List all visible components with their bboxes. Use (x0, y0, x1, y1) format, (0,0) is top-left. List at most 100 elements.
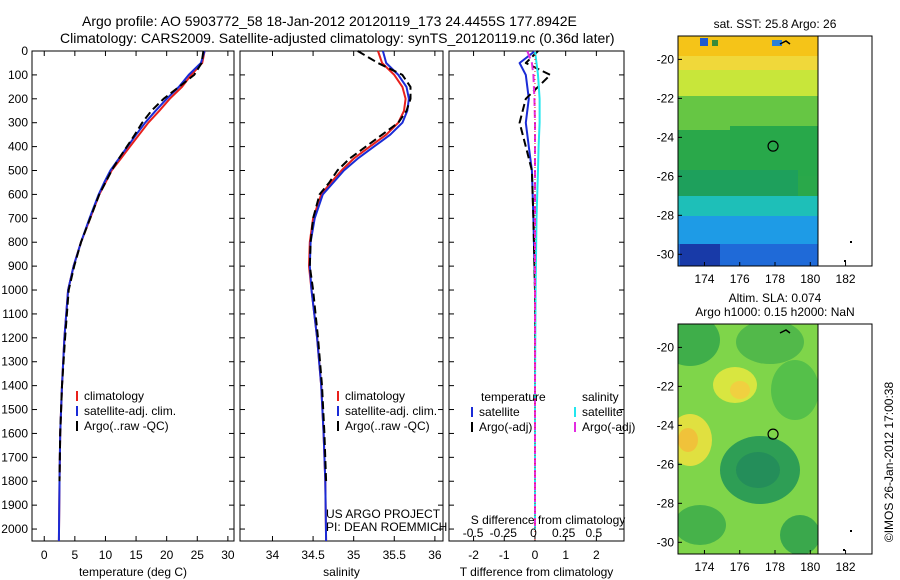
temperature-xlabel: temperature (deg C) (79, 565, 187, 579)
sla-map-subtitle: Argo h1000: 0.15 h2000: NaN (695, 305, 854, 319)
temperature-legend-label: climatology (84, 389, 144, 403)
depth-tick-label: 1400 (1, 379, 28, 393)
depth-tick-label: 0 (21, 44, 28, 58)
project-annotation-line2: PI: DEAN ROEMMICH (326, 520, 447, 534)
salinity-series-satellite-adj-clim- (308, 50, 410, 542)
sla-map-ytick-label: -28 (657, 496, 675, 510)
difference-s-axis-label: S difference from climatology (471, 513, 626, 527)
sst-map-chart: 174 176 178 180 182 -20 -22 -24 -26 -28 -30 sat. SS… (657, 17, 856, 286)
depth-tick-label: 2000 (1, 522, 28, 536)
temperature-xtick-label: 5 (72, 548, 79, 562)
sla-map-xtick-label: 176 (730, 560, 750, 574)
difference-legend-title-salinity: salinity (582, 390, 619, 404)
difference-legend-label: satellite (479, 405, 520, 419)
imos-credit: ©IMOS 26-Jan-2012 17:00:38 (882, 382, 896, 543)
depth-tick-label: 400 (8, 140, 28, 154)
temperature-xtick-label: 10 (99, 548, 113, 562)
project-annotation-line1: US ARGO PROJECT (326, 507, 441, 521)
depth-tick-label: 1800 (1, 474, 28, 488)
difference-legend-label: Argo(-adj) (582, 420, 635, 434)
depth-tick-label: 1000 (1, 283, 28, 297)
depth-tick-label: 1300 (1, 355, 28, 369)
sst-map-ytick-label: -30 (657, 247, 675, 261)
sst-map-field (678, 36, 818, 266)
salinity-frame (239, 50, 444, 542)
salinity-xtick-label: 34 (266, 548, 280, 562)
sst-map-xtick-label: 182 (836, 272, 856, 286)
salinity-xtick-label: 36 (428, 548, 442, 562)
figure-title-line1: Argo profile: AO 5903772_58 18-Jan-2012 … (82, 13, 577, 29)
depth-tick-label: 1900 (1, 498, 28, 512)
sla-map-ytick-label: -30 (657, 535, 675, 549)
sla-map-ytick-label: -20 (657, 340, 675, 354)
difference-xtick-label: -1 (499, 548, 510, 562)
depth-tick-label: 700 (8, 211, 28, 225)
temperature-legend-label: satellite-adj. clim. (84, 404, 176, 418)
sla-map-title: Altim. SLA: 0.074 (729, 291, 822, 305)
temperature-legend-label: Argo(..raw -QC) (84, 419, 169, 433)
salinity-series-climatology (308, 50, 407, 542)
figure-title-line2: Climatology: CARS2009. Satellite-adjuste… (60, 30, 615, 46)
salinity-legend-label: Argo(..raw -QC) (345, 419, 430, 433)
temperature-frame (31, 50, 235, 542)
sla-map-ytick-label: -22 (657, 379, 675, 393)
salinity-xtick-label: 34.5 (301, 548, 325, 562)
sla-map-ytick-label: -26 (657, 457, 675, 471)
depth-tick-label: 100 (8, 68, 28, 82)
salinity-legend-label: satellite-adj. clim. (345, 404, 437, 418)
sla-map-xtick-label: 174 (694, 560, 714, 574)
sla-map-ytick-label: -24 (657, 418, 675, 432)
sst-map-title: sat. SST: 25.8 Argo: 26 (714, 17, 837, 31)
temperature-series-satellite-adj-clim- (57, 50, 206, 542)
salinity-xtick-label: 35 (347, 548, 361, 562)
sla-island-mark (850, 530, 852, 532)
sla-map-chart: 174 176 178 180 182 -20 -22 -24 -26 -28 -30 Altim. … (657, 291, 856, 574)
sst-island-mark-2 (844, 260, 846, 262)
temperature-series-argo-raw-qc- (58, 50, 205, 482)
depth-tick-label: 800 (8, 235, 28, 249)
difference-xtick-label: 1 (562, 548, 569, 562)
sst-map-argo-position-marker (767, 140, 779, 152)
sst-map-ytick-label: -22 (657, 91, 675, 105)
salinity-xtick-label: 35.5 (383, 548, 407, 562)
sla-coast-mark (779, 329, 791, 334)
temperature-xtick-label: 30 (221, 548, 235, 562)
sst-map-xtick-label: 180 (800, 272, 820, 286)
difference-chart: -2 -1 0 1 2 T difference from climatology -0.5… (448, 50, 635, 579)
sst-island-mark (850, 241, 852, 243)
temperature-xtick-label: 20 (160, 548, 174, 562)
sst-map-xtick-label: 174 (694, 272, 714, 286)
difference-legend-label: Argo(-adj) (479, 420, 532, 434)
difference-s-tick-label: -0.5 (463, 526, 484, 540)
temperature-xtick-label: 25 (191, 548, 205, 562)
depth-tick-label: 1200 (1, 331, 28, 345)
difference-xlabel: T difference from climatology (460, 565, 614, 579)
depth-tick-label: 1100 (2, 307, 28, 321)
depth-tick-label: 900 (8, 259, 28, 273)
depth-tick-label: 1600 (1, 426, 28, 440)
difference-xtick-label: -2 (468, 548, 479, 562)
depth-tick-label: 500 (8, 164, 28, 178)
difference-s-tick-label: 0.5 (585, 526, 602, 540)
difference-series-s-argo-adj- (526, 50, 536, 529)
difference-xtick-label: 2 (593, 548, 600, 562)
depth-tick-label: 200 (8, 92, 28, 106)
sla-map-xtick-label: 178 (765, 560, 785, 574)
salinity-chart: 34 34.5 35 35.5 36 salinity climatologysatelli… (239, 50, 447, 579)
depth-tick-label: 600 (8, 187, 28, 201)
depth-tick-label: 1500 (1, 403, 28, 417)
temperature-series-climatology (57, 50, 206, 542)
difference-s-tick-label: -0.25 (490, 526, 518, 540)
temperature-xtick-label: 0 (41, 548, 48, 562)
sla-map-field (678, 324, 818, 554)
depth-tick-label: 300 (8, 116, 28, 130)
depth-tick-label: 1700 (1, 450, 28, 464)
sst-map-ytick-label: -24 (657, 130, 675, 144)
sla-map-xtick-label: 182 (836, 560, 856, 574)
difference-legend-label: satellite (582, 405, 623, 419)
difference-frame (448, 50, 625, 542)
difference-legend-title-temperature: temperature (481, 390, 546, 404)
sla-map-argo-position-marker (767, 428, 779, 440)
sla-map-xtick-label: 180 (800, 560, 820, 574)
